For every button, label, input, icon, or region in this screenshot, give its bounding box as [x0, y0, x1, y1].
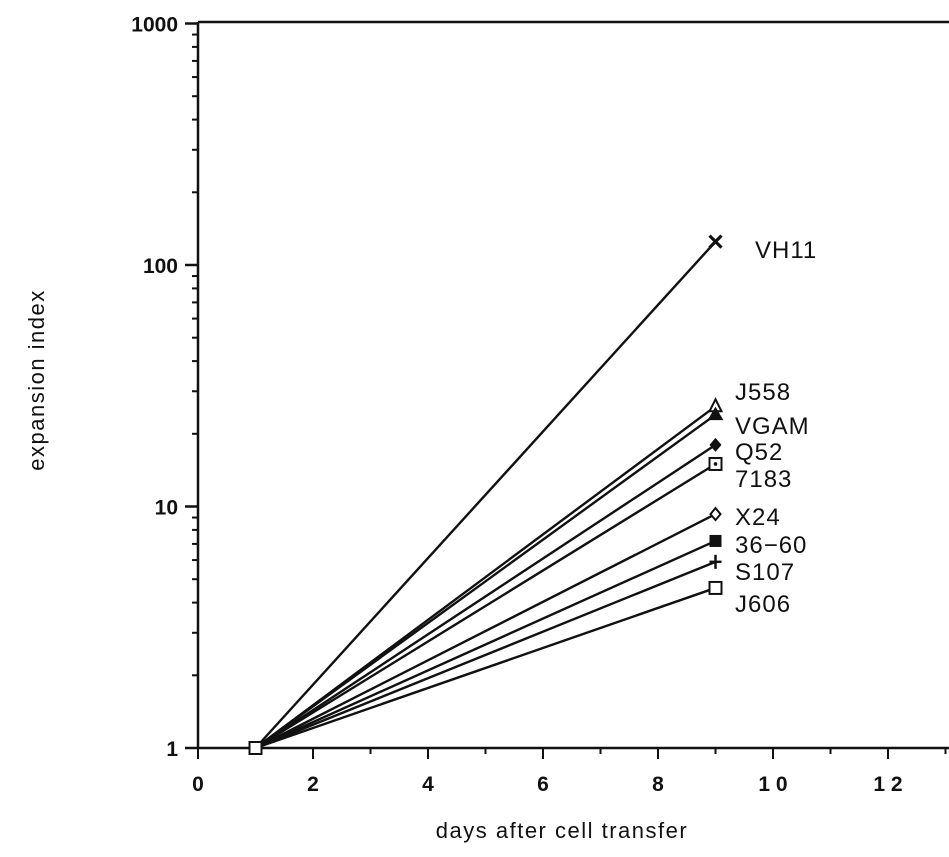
marker-shape [248, 741, 263, 755]
marker-shape [709, 437, 722, 452]
series-label-36-60: 36−60 [735, 532, 807, 559]
marker-dot [713, 462, 718, 466]
y-tick-label: 10 [155, 497, 178, 520]
marker-s107 [709, 554, 722, 569]
x-tick-label: 4 [422, 773, 434, 796]
series-label-j558: J558 [735, 379, 791, 406]
x-axis-label: days after cell transfer [436, 818, 688, 843]
marker-stroke [708, 234, 723, 249]
series-lines [254, 240, 717, 750]
x-tick-label: 0 [192, 773, 204, 796]
marker-j606 [708, 580, 723, 595]
marker-x24 [709, 506, 722, 522]
y-tick-label: 100 [143, 255, 178, 278]
series-label-7183: 7183 [735, 466, 792, 493]
series-label-x24: X24 [735, 504, 781, 531]
marker-vgam [707, 406, 724, 421]
series-line-vgam [254, 413, 717, 749]
x-tick-label: 1 2 [873, 773, 902, 796]
series-line-vh11 [254, 240, 717, 749]
series-line-j606 [255, 586, 716, 750]
x-tick-label: 6 [537, 773, 549, 796]
x-tick-label: 1 0 [758, 773, 787, 796]
series-line-36-60 [255, 539, 716, 750]
marker-shape [707, 406, 724, 421]
series-label-q52: Q52 [735, 439, 783, 466]
marker-start [248, 741, 263, 755]
marker-q52 [709, 437, 722, 452]
series-line-s107 [255, 560, 716, 750]
series-line-q52 [254, 443, 717, 750]
series-label-j606: J606 [735, 591, 791, 618]
series-markers [248, 234, 724, 755]
marker-36-60 [709, 534, 722, 547]
marker-shape [709, 506, 722, 522]
y-tick-label: 1000 [131, 14, 178, 37]
series-line-x24 [254, 513, 717, 750]
marker-shape [709, 534, 722, 547]
series-label-vh11: VH11 [755, 237, 817, 264]
y-tick-label: 1 [166, 738, 178, 761]
marker-vh11 [708, 234, 723, 249]
series-label-vgam: VGAM [735, 413, 810, 440]
series-line-7183 [254, 462, 717, 750]
marker-7183 [708, 456, 723, 471]
marker-shape [708, 580, 723, 595]
series-label-s107: S107 [735, 559, 795, 586]
x-tick-label: 2 [307, 773, 319, 796]
y-axis-label: expansion index [24, 289, 49, 471]
x-tick-label: 8 [652, 773, 664, 796]
